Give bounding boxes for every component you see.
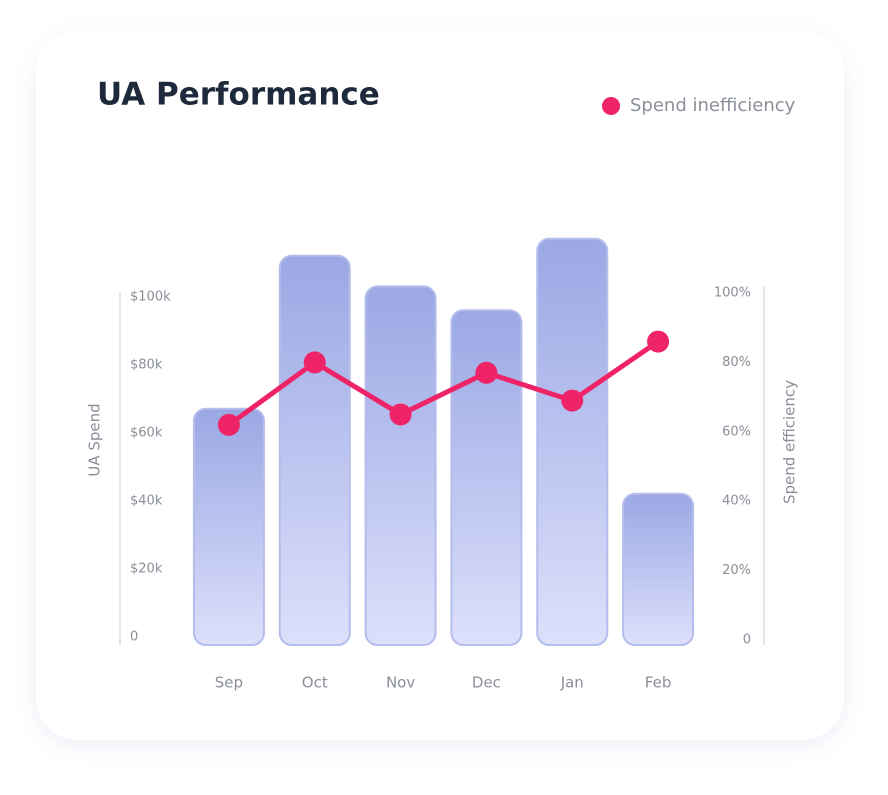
y2-tick-label: 80%	[722, 355, 751, 370]
y-tick-label: $100k	[130, 290, 171, 305]
y2-tick-label: 60%	[722, 424, 751, 439]
bar	[364, 285, 437, 646]
x-tick-label: Nov	[386, 674, 415, 692]
legend-label: Spend inefficiency	[630, 95, 796, 116]
line	[227, 339, 660, 427]
x-tick-label: Dec	[472, 674, 501, 692]
legend-marker	[602, 97, 620, 115]
x-tick-label: Oct	[302, 674, 328, 692]
bar	[278, 254, 351, 647]
y-axis-title: UA Spend	[86, 403, 104, 476]
y-tick-label: 0	[130, 630, 138, 645]
chart-title: UA Performance	[97, 77, 380, 113]
point	[217, 413, 240, 436]
x-tick-label: Sep	[215, 674, 243, 692]
x-tick-label: Feb	[645, 674, 672, 692]
y2-axis-title: Spend efficiency	[781, 380, 799, 504]
bar	[622, 492, 695, 646]
y2-tick-label: 20%	[722, 563, 751, 578]
y-tick-label: $20k	[130, 562, 163, 577]
card	[36, 30, 844, 740]
bar	[536, 237, 609, 647]
y2-tick-label: 0	[743, 633, 751, 648]
point	[647, 330, 670, 353]
y-tick-label: $60k	[130, 426, 163, 441]
y2-tick-label: 40%	[722, 494, 751, 509]
bar	[192, 407, 265, 646]
point	[303, 351, 326, 374]
y2-tick-label: 100%	[714, 286, 751, 301]
point	[561, 389, 584, 412]
bar	[450, 309, 523, 646]
point	[475, 361, 498, 384]
point	[389, 403, 412, 426]
y-tick-label: $80k	[130, 358, 163, 373]
x-tick-label: Jan	[560, 674, 584, 692]
y-tick-label: $40k	[130, 494, 163, 509]
